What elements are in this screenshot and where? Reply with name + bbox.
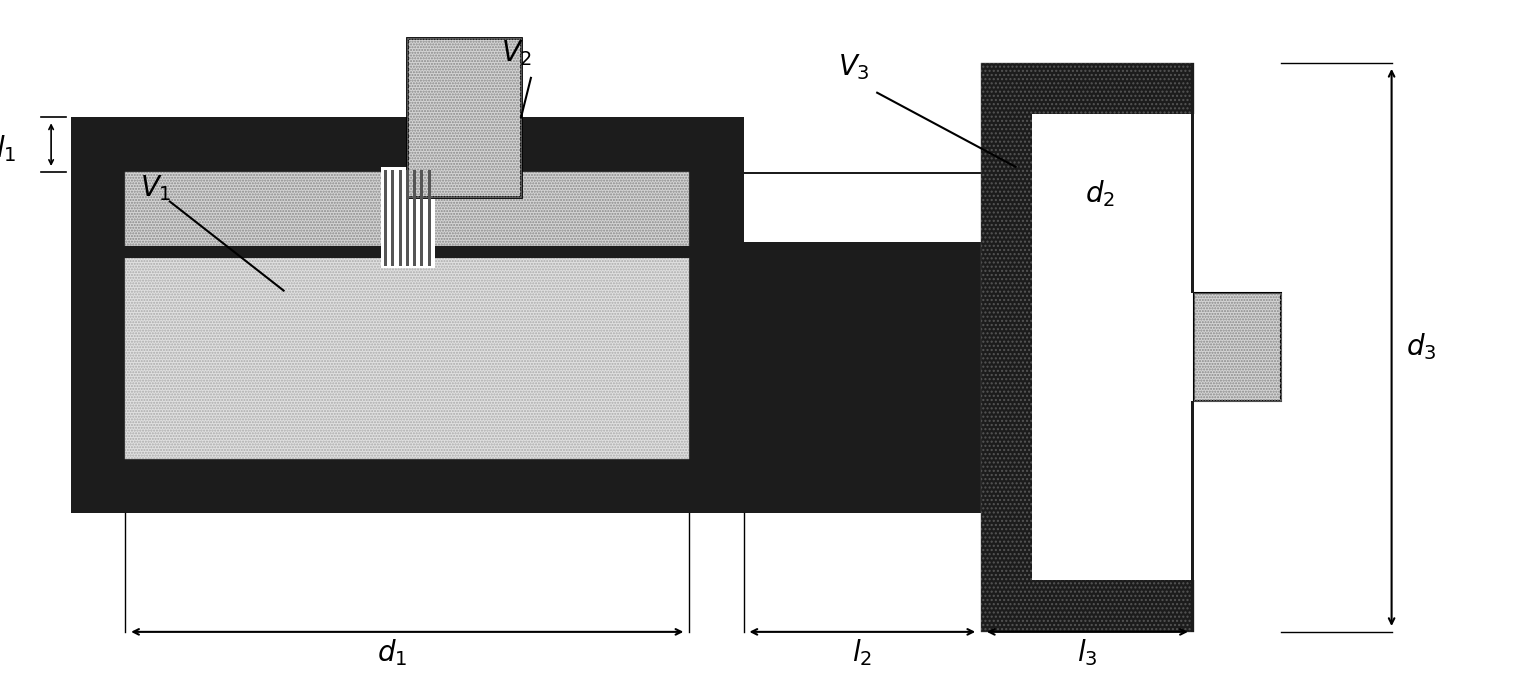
Bar: [125, 172, 689, 246]
Text: $V_1$: $V_1$: [140, 173, 172, 203]
Text: $V_2$: $V_2$: [502, 38, 532, 68]
Bar: [385, 170, 388, 266]
Bar: [1191, 401, 1194, 632]
Bar: [1191, 63, 1194, 292]
Text: $l_3$: $l_3$: [1077, 638, 1097, 669]
Bar: [412, 170, 416, 266]
Text: $l_2$: $l_2$: [853, 638, 873, 669]
Bar: [743, 258, 980, 513]
Bar: [1194, 292, 1280, 401]
Bar: [1033, 114, 1142, 580]
Bar: [743, 174, 980, 242]
Bar: [1194, 292, 1280, 401]
Bar: [125, 172, 689, 246]
Text: $d_2$: $d_2$: [1085, 179, 1114, 210]
Bar: [420, 170, 423, 266]
Bar: [408, 38, 522, 197]
Bar: [980, 63, 1194, 632]
Text: $d_3$: $d_3$: [1407, 332, 1437, 362]
Bar: [399, 170, 402, 266]
Text: $V_3$: $V_3$: [837, 52, 870, 82]
Bar: [406, 170, 409, 266]
Bar: [743, 172, 980, 258]
Text: $l_1$: $l_1$: [0, 134, 17, 164]
Bar: [408, 38, 522, 197]
Bar: [125, 258, 689, 459]
Text: $d_1$: $d_1$: [377, 638, 408, 669]
Bar: [380, 167, 436, 268]
Bar: [391, 170, 394, 266]
Bar: [125, 258, 689, 459]
Bar: [71, 117, 743, 513]
Bar: [428, 170, 431, 266]
Bar: [980, 63, 1194, 632]
Bar: [1142, 114, 1196, 580]
Bar: [125, 246, 689, 258]
